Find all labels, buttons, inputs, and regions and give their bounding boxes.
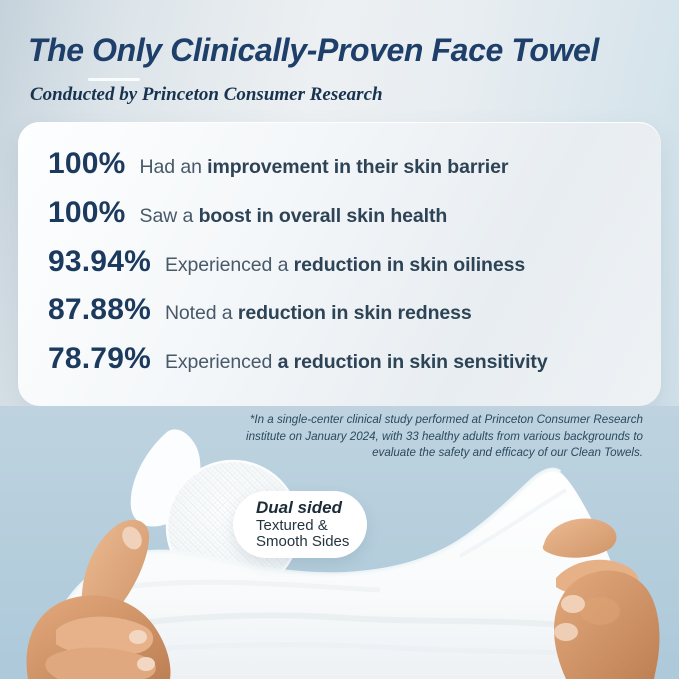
- callout-line: Textured &: [256, 517, 328, 534]
- stat-value: 93.94%: [48, 244, 151, 278]
- stat-row: 78.79% Experienced a reduction in skin s…: [48, 342, 637, 376]
- stat-row: 93.94% Experienced a reduction in skin o…: [48, 245, 637, 279]
- callout-heading: Dual sided: [256, 498, 342, 517]
- stat-description: Experienced a reduction in skin oiliness: [164, 253, 526, 276]
- stat-row: 87.88% Noted a reduction in skin redness: [48, 293, 637, 327]
- towel-photo-illustration: [0, 406, 679, 679]
- dual-sided-callout: Dual sided Textured & Smooth Sides: [233, 491, 367, 558]
- stat-description: Had an improvement in their skin barrier: [139, 156, 509, 178]
- page-subtitle: Conducted by Princeton Consumer Research: [30, 84, 383, 105]
- stat-description: Saw a boost in overall skin health: [139, 204, 448, 227]
- product-photo: [0, 406, 679, 679]
- stat-value: 100%: [48, 147, 126, 180]
- left-hand-illustration: [26, 519, 171, 679]
- callout-line: Smooth Sides: [256, 533, 350, 550]
- stat-value: 100%: [48, 195, 126, 229]
- page-title: The Only Clinically-Proven Face Towel: [28, 32, 599, 68]
- right-hand-illustration: [542, 518, 660, 679]
- stat-value: 78.79%: [48, 342, 151, 375]
- stat-description: Experienced a reduction in skin sensitiv…: [164, 351, 548, 373]
- disclaimer-line: *In a single-center clinical study perfo…: [249, 413, 643, 426]
- stat-row: 100% Saw a boost in overall skin health: [48, 196, 637, 230]
- disclaimer-line: institute on January 2024, with 33 healt…: [246, 429, 643, 443]
- disclaimer-line: evaluate the safety and efficacy of our …: [372, 446, 643, 460]
- stat-row: 100% Had an improvement in their skin ba…: [48, 147, 637, 181]
- stats-card: 100% Had an improvement in their skin ba…: [18, 122, 661, 406]
- stat-value: 87.88%: [48, 293, 151, 327]
- stat-description: Noted a reduction in skin redness: [164, 302, 472, 325]
- title-underline-decoration: [88, 78, 140, 81]
- study-disclaimer: *In a single-center clinical study perfo…: [183, 412, 643, 462]
